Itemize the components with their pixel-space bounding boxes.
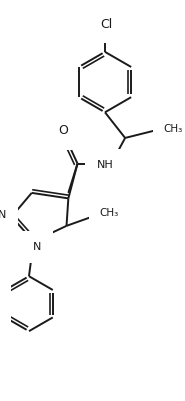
Text: CH₃: CH₃ (100, 208, 119, 218)
Text: CH₃: CH₃ (164, 124, 183, 134)
Text: N: N (0, 210, 7, 220)
Text: N: N (33, 242, 41, 252)
Text: O: O (58, 124, 68, 137)
Text: NH: NH (97, 160, 113, 170)
Text: Cl: Cl (101, 18, 113, 31)
